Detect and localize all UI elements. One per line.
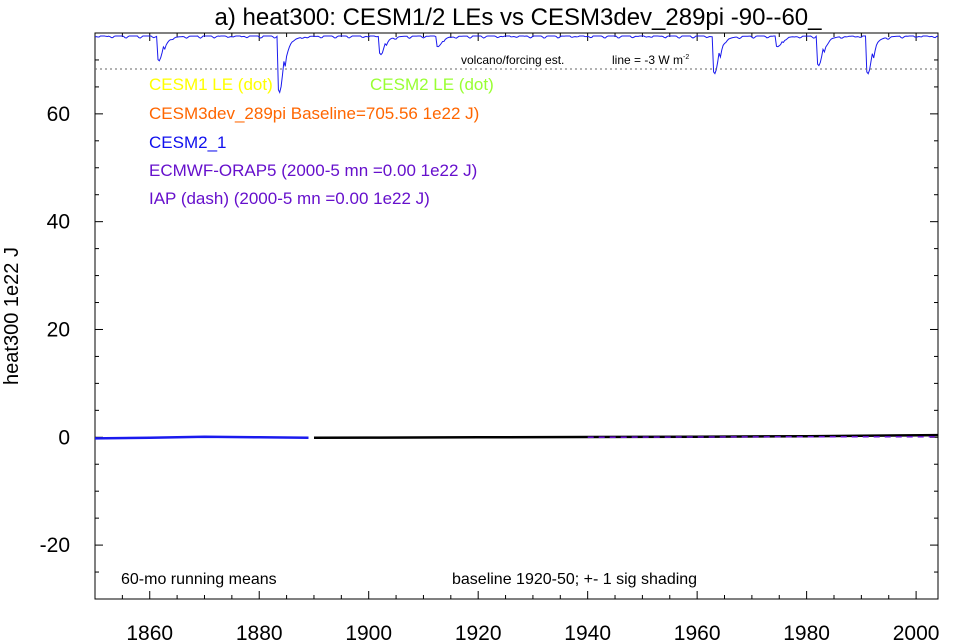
y-tick-label: 20 bbox=[47, 318, 70, 341]
x-tick-label: 2000 bbox=[893, 622, 940, 641]
x-tick-label: 1960 bbox=[674, 622, 721, 641]
volcano-forcing bbox=[94, 34, 939, 94]
running-means-note: 60-mo running means bbox=[121, 571, 277, 588]
y-tick-label: -20 bbox=[40, 534, 70, 557]
chart-title: a) heat300: CESM1/2 LEs vs CESM3dev_289p… bbox=[215, 4, 823, 31]
plot-frame bbox=[94, 32, 939, 600]
series-layer bbox=[94, 433, 939, 440]
legend-entry: CESM1 LE (dot) bbox=[149, 75, 273, 94]
volcano-label: volcano/forcing est. bbox=[461, 53, 564, 67]
y-axis-label: heat300 1e22 J bbox=[1, 247, 23, 385]
axes: 1860 1880 1900 1920 1940 1960 1980 2000 -20 0 20 40… bbox=[40, 32, 940, 641]
legend-entry: ECMWF-ORAP5 (2000-5 mn =0.00 1e22 J) bbox=[149, 161, 477, 180]
scale-label: line = -3 W m-2 bbox=[612, 53, 689, 67]
x-tick-label: 1860 bbox=[126, 622, 173, 641]
y-tick-label: 40 bbox=[47, 211, 70, 234]
legend-entry: CESM3dev_289pi Baseline=705.56 1e22 J) bbox=[149, 104, 479, 123]
scale-superscript: -2 bbox=[683, 54, 689, 61]
x-tick-label: 1880 bbox=[236, 622, 283, 641]
legend-entry: IAP (dash) (2000-5 mn =0.00 1e22 J) bbox=[149, 189, 430, 208]
series-line bbox=[313, 433, 939, 440]
series-line bbox=[94, 435, 309, 440]
volcano-trace bbox=[94, 34, 939, 94]
legend-entry: CESM2 LE (dot) bbox=[370, 75, 494, 94]
x-tick-label: 1980 bbox=[783, 622, 830, 641]
x-tick-label: 1920 bbox=[455, 622, 502, 641]
baseline-note: baseline 1920-50; +- 1 sig shading bbox=[452, 571, 697, 588]
x-tick-label: 1900 bbox=[345, 622, 392, 641]
legend-entry: CESM2_1 bbox=[149, 133, 226, 152]
legend: CESM1 LE (dot) CESM2 LE (dot) CESM3dev_289… bbox=[149, 75, 494, 208]
x-tick-label: 1940 bbox=[564, 622, 611, 641]
y-tick-label: 60 bbox=[47, 103, 70, 126]
y-tick-label: 0 bbox=[58, 426, 70, 449]
